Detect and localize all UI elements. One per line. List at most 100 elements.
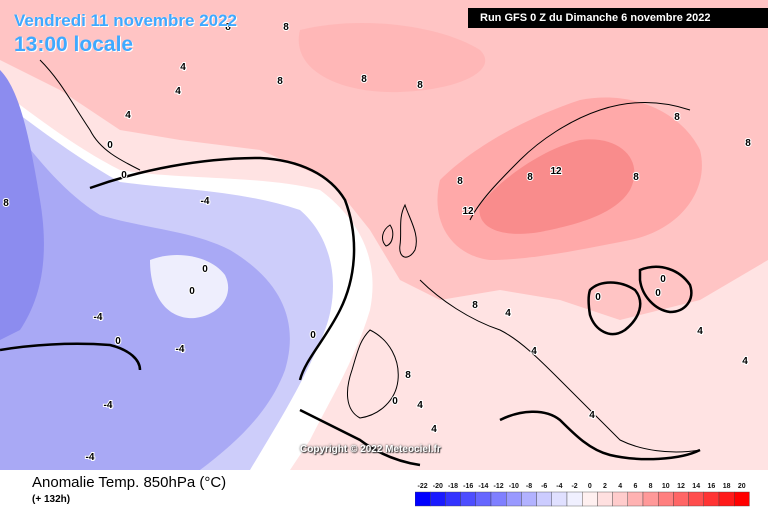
contour-label: -4 bbox=[86, 452, 95, 463]
contour-label: 4 bbox=[742, 356, 748, 367]
neutral-pocket bbox=[150, 255, 229, 319]
contour-label: -4 bbox=[176, 344, 185, 355]
legend-tick-label: -4 bbox=[556, 483, 562, 490]
ireland-coast bbox=[382, 224, 394, 247]
contour-label: 12 bbox=[462, 206, 474, 217]
legend-swatch bbox=[642, 491, 659, 507]
legend-swatch bbox=[657, 491, 674, 507]
contour-label: 8 bbox=[472, 300, 478, 311]
legend-tick-label: 2 bbox=[603, 483, 607, 490]
contour-label: 0 bbox=[115, 336, 121, 347]
legend-tick-label: 4 bbox=[618, 483, 622, 490]
contour-label: 0 bbox=[121, 170, 127, 181]
footer-title: Anomalie Temp. 850hPa (°C) bbox=[32, 474, 227, 491]
legend-tick-label: 8 bbox=[649, 483, 653, 490]
legend-swatch bbox=[505, 491, 522, 507]
legend-tick-label: 6 bbox=[633, 483, 637, 490]
run-info: Run GFS 0 Z du Dimanche 6 novembre 2022 bbox=[468, 8, 768, 28]
legend-swatch bbox=[429, 491, 446, 507]
legend-tick-label: -6 bbox=[541, 483, 547, 490]
legend-swatch bbox=[475, 491, 492, 507]
zero-contour-west bbox=[89, 156, 356, 381]
legend-swatch bbox=[673, 491, 689, 507]
legend-tick-label: 10 bbox=[662, 483, 670, 490]
contour-label: 8 bbox=[417, 80, 423, 91]
forecast-date: Vendredi 11 novembre 2022 bbox=[14, 11, 238, 30]
legend-swatch bbox=[460, 491, 476, 507]
legend-tick-label: 18 bbox=[723, 483, 731, 490]
legend-swatch bbox=[703, 491, 720, 507]
zero-contour-west-lower bbox=[0, 342, 142, 371]
contour-label: 8 bbox=[745, 138, 751, 149]
zero-contours bbox=[0, 156, 701, 467]
contour-label: 8 bbox=[633, 172, 639, 183]
contour-label: 0 bbox=[189, 286, 195, 297]
contour-label: 4 bbox=[589, 410, 595, 421]
contour-label: 4 bbox=[180, 62, 186, 73]
zero-contour-east bbox=[638, 265, 693, 314]
legend-tick-label: -12 bbox=[494, 483, 504, 490]
contour-label: 8 bbox=[527, 172, 533, 183]
footer-lead-time: (+ 132h) bbox=[32, 494, 71, 505]
legend-swatch bbox=[718, 491, 735, 507]
legend-swatch bbox=[566, 491, 583, 507]
contour-label: 0 bbox=[202, 264, 208, 275]
legend-tick-label: 12 bbox=[677, 483, 685, 490]
legend-tick-label: -8 bbox=[526, 483, 532, 490]
iberia-coast bbox=[347, 329, 399, 419]
contour-label: 8 bbox=[225, 22, 231, 33]
legend-tick-label: -16 bbox=[463, 483, 473, 490]
contour-label: 4 bbox=[531, 346, 537, 357]
contour-label: 4 bbox=[505, 308, 511, 319]
legend-swatch bbox=[521, 491, 537, 507]
contour-label: 8 bbox=[283, 22, 289, 33]
legend-tick-label: -18 bbox=[448, 483, 458, 490]
copyright: Copyright © 2022 Meteociel.fr bbox=[300, 444, 441, 455]
legend-swatch bbox=[536, 491, 552, 507]
contour-label: 0 bbox=[310, 330, 316, 341]
legend-tick-label: 14 bbox=[692, 483, 700, 490]
legend-tick-label: -2 bbox=[571, 483, 577, 490]
zero-contour-balkans bbox=[587, 281, 642, 336]
legend-tick-label: 16 bbox=[708, 483, 716, 490]
contour-label: -4 bbox=[201, 196, 210, 207]
legend-swatch bbox=[688, 491, 705, 507]
contour-label: 0 bbox=[392, 396, 398, 407]
legend-swatch bbox=[612, 491, 629, 507]
contour-label: 8 bbox=[405, 370, 411, 381]
contour-label: 0 bbox=[107, 140, 113, 151]
color-legend: -22 -20 -18 -16 -14 -12 -10 -8 -6 -4 -2 0 2 4 6 8 10 12 14… bbox=[415, 483, 750, 507]
contour-label: 4 bbox=[431, 424, 437, 435]
contour-label: 8 bbox=[457, 176, 463, 187]
contour-label: -4 bbox=[104, 400, 113, 411]
contour-label: 4 bbox=[417, 400, 423, 411]
legend-tick-label: 0 bbox=[588, 483, 592, 490]
contour-label: 8 bbox=[674, 112, 680, 123]
cold-anomaly-medium bbox=[0, 110, 290, 470]
coastlines bbox=[39, 59, 701, 453]
legend-swatch bbox=[627, 491, 644, 507]
contour-label: 8 bbox=[361, 74, 367, 85]
cold-anomaly-deep bbox=[0, 70, 44, 340]
contour-label: 0 bbox=[655, 288, 661, 299]
legend-tick-label: -14 bbox=[478, 483, 488, 490]
legend-swatch bbox=[490, 491, 507, 507]
contour-label: 4 bbox=[175, 86, 181, 97]
contour-label: 8 bbox=[3, 198, 9, 209]
contour-label: 0 bbox=[660, 274, 666, 285]
zero-contour-south bbox=[299, 408, 421, 467]
britain-coast bbox=[399, 203, 417, 258]
contour-label: 8 bbox=[277, 76, 283, 87]
contour-label: -4 bbox=[94, 312, 103, 323]
legend-tick-label: -22 bbox=[418, 483, 428, 490]
warm-anomaly-north-atlantic bbox=[298, 22, 486, 93]
norway-coast bbox=[469, 102, 691, 221]
legend-tick-label: 20 bbox=[738, 483, 746, 490]
europe-coast bbox=[419, 279, 701, 453]
legend-swatch bbox=[734, 491, 750, 507]
contour-label: 0 bbox=[595, 292, 601, 303]
greenland-coast bbox=[39, 59, 141, 171]
contour-label: 4 bbox=[125, 110, 131, 121]
legend-tick-label: -20 bbox=[433, 483, 443, 490]
